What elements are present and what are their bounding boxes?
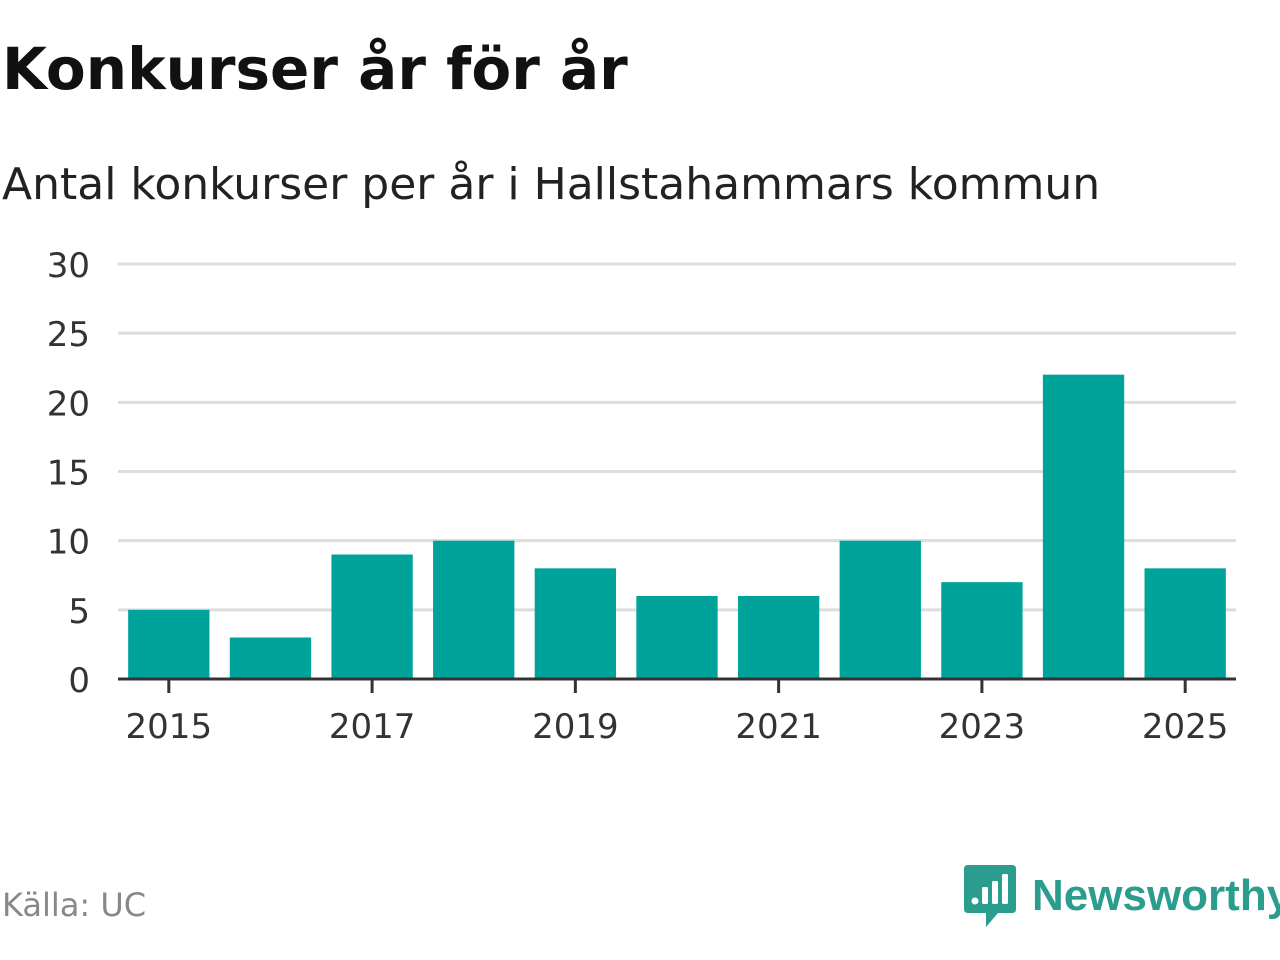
y-tick-label-10: 10 [47, 523, 90, 563]
y-tick-label-15: 15 [47, 454, 90, 494]
newsworthy-logo[interactable]: Newsworthy [964, 864, 1280, 928]
x-tick-label-2019: 2019 [532, 707, 619, 747]
x-tick-labels: 2015 2017 2019 2021 2023 2025 [126, 707, 1229, 747]
bar-2023 [941, 582, 1023, 679]
y-tick-label-20: 20 [47, 384, 90, 424]
chart-subtitle: Antal konkurser per år i Hallstahammars … [2, 159, 1101, 210]
bar-2017 [331, 554, 413, 679]
chart-title: Konkurser år för år [2, 35, 628, 103]
bar-2018 [433, 540, 515, 679]
y-tick-label-5: 5 [68, 592, 90, 632]
bar-2024 [1042, 374, 1125, 679]
bars [128, 374, 1226, 679]
bar-2015 [128, 609, 210, 679]
bar-2022 [839, 540, 921, 679]
y-tick-labels: 0 5 10 15 20 25 30 [47, 246, 90, 701]
source-note: Källa: UC [2, 886, 147, 924]
bar-2020 [636, 596, 718, 679]
x-tick-label-2025: 2025 [1142, 707, 1229, 747]
y-tick-label-30: 30 [47, 246, 90, 286]
brand-name: Newsworthy [1032, 871, 1280, 920]
bar-2021 [737, 596, 820, 679]
x-tick-label-2017: 2017 [329, 707, 416, 747]
x-tick-label-2023: 2023 [939, 707, 1026, 747]
y-tick-label-0: 0 [68, 661, 90, 701]
bar-2016 [229, 637, 312, 679]
x-tick-label-2015: 2015 [126, 707, 213, 747]
bar-2019 [534, 568, 617, 679]
x-tick-label-2021: 2021 [735, 707, 822, 747]
bar-2025 [1144, 568, 1226, 679]
x-axis [118, 677, 1236, 693]
newsworthy-logo-icon [964, 865, 1016, 927]
y-tick-label-25: 25 [47, 315, 90, 355]
